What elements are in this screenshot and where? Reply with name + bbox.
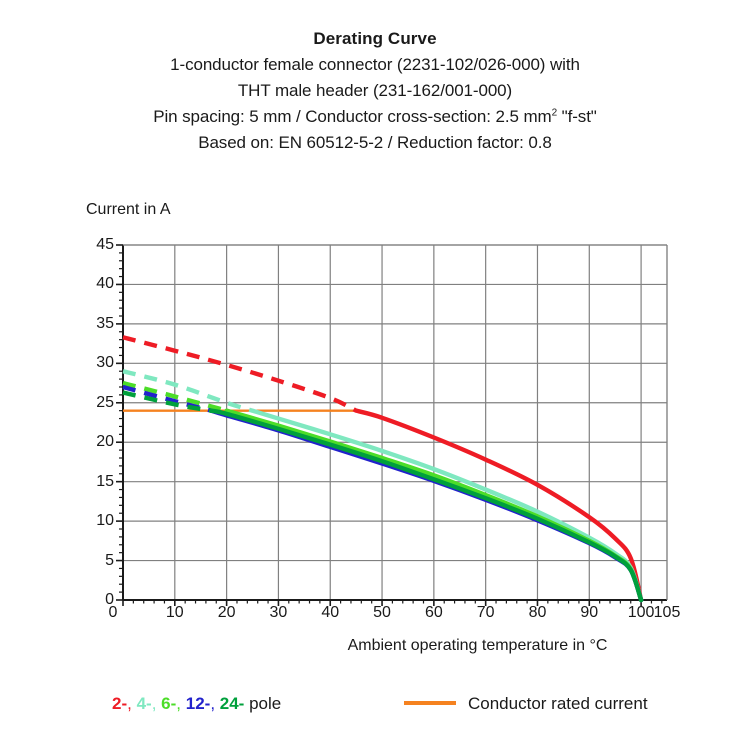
x-axis-title: Ambient operating temperature in °C <box>347 637 608 654</box>
y-axis-tick-label: 15 <box>96 472 114 490</box>
legend-pole-24: 24- <box>219 694 245 713</box>
series-line-solid <box>208 408 644 603</box>
y-axis-title: Current in A <box>86 201 171 218</box>
series-line-dashed <box>122 384 212 413</box>
legend-rated-current-entry: Conductor rated current <box>404 694 648 714</box>
legend-pole-suffix: pole <box>244 694 282 713</box>
y-axis-tick-label: 40 <box>96 275 114 293</box>
y-axis-tick-label: 45 <box>96 236 114 253</box>
series-line-solid <box>208 408 644 603</box>
x-axis-tick-label: 10 <box>165 604 184 621</box>
title-subline-1: 1-conductor female connector (2231-102/0… <box>170 55 580 74</box>
pin-spacing-superscript: 2 <box>551 107 558 119</box>
legend-pole-12: 12- <box>185 694 211 713</box>
legend: 2-, 4-, 6-, 12-, 24- pole Conductor rate… <box>0 694 750 728</box>
legend-separator: , <box>151 694 162 713</box>
page-title: Derating Curve <box>313 29 437 48</box>
x-axis-tick-label: 105 <box>653 604 681 621</box>
title-subline-standard: Based on: EN 60512-5-2 / Reduction facto… <box>198 133 552 152</box>
series-line-solid <box>353 408 644 603</box>
title-subline-2: THT male header (231-162/001-000) <box>237 81 513 100</box>
title-subline-pin-spacing: Pin spacing: 5 mm / Conductor cross-sect… <box>0 104 750 130</box>
legend-pole-6: 6- <box>161 694 177 713</box>
axis-lines <box>122 244 668 601</box>
y-axis-tick-label: 0 <box>105 591 114 608</box>
derating-series-lines <box>122 335 644 603</box>
x-axis-tick-label: 20 <box>217 604 236 621</box>
legend-separator: , <box>210 694 220 713</box>
y-axis-tick-label: 20 <box>96 433 114 451</box>
y-axis-tick-label: 30 <box>96 354 114 372</box>
x-axis-tick-label: 70 <box>476 604 495 621</box>
axis-minor-ticks <box>116 244 663 606</box>
series-line-dashed <box>122 335 358 413</box>
legend-rated-label: Conductor rated current <box>468 694 648 713</box>
legend-pole-4: 4- <box>136 694 152 713</box>
legend-pole-entries: 2-, 4-, 6-, 12-, 24- pole <box>112 694 281 714</box>
y-axis-tick-labels: 0 5 10 15 20 25 30 35 40 45 <box>80 0 114 750</box>
x-axis-tick-label: 90 <box>580 604 599 621</box>
series-line-dashed <box>122 369 254 413</box>
y-axis-tick-label: 25 <box>96 393 114 411</box>
x-axis-tick-label: 50 <box>373 604 391 621</box>
pin-spacing-prefix: Pin spacing: 5 mm / Conductor cross-sect… <box>153 107 552 126</box>
pin-spacing-suffix: "f-st" <box>557 107 597 126</box>
series-line-dashed <box>122 390 212 413</box>
x-axis-tick-label: 40 <box>321 604 340 621</box>
y-axis-tick-label: 10 <box>96 512 114 530</box>
rated-current-swatch-icon <box>404 701 456 706</box>
figure-title-block: Derating Curve 1-conductor female connec… <box>0 26 750 156</box>
y-axis-tick-label: 5 <box>105 551 114 569</box>
legend-separator: , <box>176 694 186 713</box>
x-axis-tick-label: 100 <box>627 604 655 621</box>
legend-separator: , <box>127 694 137 713</box>
x-axis-tick-label: 80 <box>528 604 547 621</box>
y-axis-tick-label: 35 <box>96 314 114 332</box>
legend-pole-2: 2- <box>112 694 128 713</box>
x-axis-tick-label: 0 <box>108 604 118 621</box>
x-axis-tick-label: 30 <box>269 604 288 621</box>
x-axis-tick-label: 60 <box>424 604 443 621</box>
series-line-dashed <box>122 380 228 413</box>
